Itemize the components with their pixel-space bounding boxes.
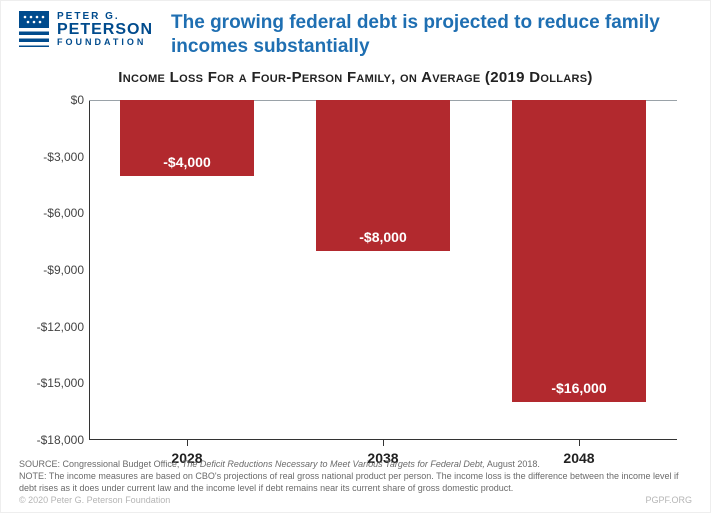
y-tick-label: $0 bbox=[34, 93, 84, 107]
bar: -$16,000 bbox=[512, 100, 645, 402]
y-tick-label: -$6,000 bbox=[34, 206, 84, 220]
y-tick-label: -$3,000 bbox=[34, 150, 84, 164]
y-tick-label: -$18,000 bbox=[34, 433, 84, 447]
footer-bottom: © 2020 Peter G. Peterson Foundation PGPF… bbox=[19, 495, 692, 506]
headline: The growing federal debt is projected to… bbox=[171, 11, 690, 59]
header: PETER G. PETERSON FOUNDATION The growing… bbox=[1, 1, 710, 63]
footer-note: NOTE: The income measures are based on C… bbox=[19, 471, 692, 494]
footer-source: SOURCE: Congressional Budget Office, The… bbox=[19, 459, 692, 470]
chart-title: Income Loss For a Four-Person Family, on… bbox=[1, 69, 710, 86]
bar-value-label: -$8,000 bbox=[316, 229, 449, 245]
x-tick bbox=[579, 439, 580, 446]
footer-site: PGPF.ORG bbox=[645, 495, 692, 506]
footer-copyright: © 2020 Peter G. Peterson Foundation bbox=[19, 495, 170, 506]
footer-source-italic: The Deficit Reductions Necessary to Meet… bbox=[182, 459, 485, 469]
y-axis bbox=[89, 100, 90, 440]
x-tick bbox=[383, 439, 384, 446]
brand-text: PETER G. PETERSON FOUNDATION bbox=[57, 12, 153, 47]
x-axis bbox=[89, 439, 677, 440]
flag-icon bbox=[19, 11, 49, 47]
brand-logo: PETER G. PETERSON FOUNDATION bbox=[19, 11, 153, 47]
y-tick-label: -$15,000 bbox=[34, 376, 84, 390]
bar-value-label: -$4,000 bbox=[120, 154, 253, 170]
bar: -$4,000 bbox=[120, 100, 253, 176]
x-tick bbox=[187, 439, 188, 446]
brand-line3: FOUNDATION bbox=[57, 38, 153, 47]
y-tick-label: -$12,000 bbox=[34, 320, 84, 334]
footer-source-tail: August 2018. bbox=[485, 459, 540, 469]
y-tick-label: -$9,000 bbox=[34, 263, 84, 277]
bar: -$8,000 bbox=[316, 100, 449, 251]
bar-chart: $0-$3,000-$6,000-$9,000-$12,000-$15,000-… bbox=[89, 100, 677, 440]
brand-line1: PETER G. bbox=[57, 12, 153, 22]
footer: SOURCE: Congressional Budget Office, The… bbox=[19, 459, 692, 506]
footer-source-label: SOURCE: Congressional Budget Office, bbox=[19, 459, 182, 469]
brand-line2: PETERSON bbox=[57, 22, 153, 38]
bar-value-label: -$16,000 bbox=[512, 380, 645, 396]
